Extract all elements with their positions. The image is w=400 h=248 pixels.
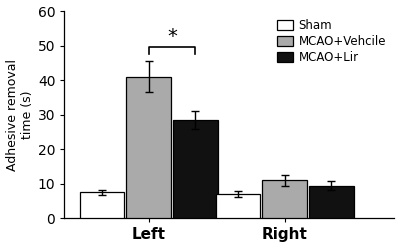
Y-axis label: Adhesive removal
time (s): Adhesive removal time (s)	[6, 59, 34, 171]
Bar	[262, 180, 307, 218]
Legend: Sham, MCAO+Vehcile, MCAO+Lir: Sham, MCAO+Vehcile, MCAO+Lir	[275, 17, 388, 66]
Bar	[173, 120, 218, 218]
Bar	[216, 194, 260, 218]
Text: *: *	[167, 27, 177, 46]
Bar	[309, 186, 354, 218]
Bar	[126, 77, 171, 218]
Bar	[80, 192, 124, 218]
